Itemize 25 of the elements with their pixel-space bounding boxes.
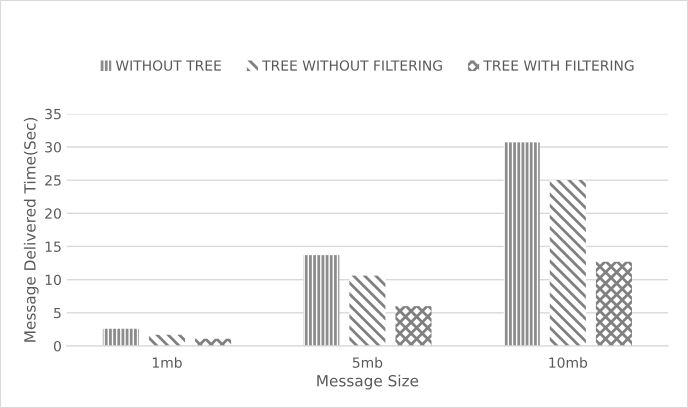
bar <box>195 338 232 346</box>
bar <box>395 306 432 346</box>
y-tick-label: 25 <box>45 175 61 186</box>
y-tick-label: 15 <box>46 242 61 252</box>
legend-label: TREE WITH FILTERING <box>483 60 634 71</box>
bar <box>303 255 340 346</box>
y-tick-label: 5 <box>54 308 61 318</box>
legend-label: TREE WITHOUT FILTERING <box>262 60 442 71</box>
y-tick-label: 0 <box>54 340 61 352</box>
bar <box>102 328 139 346</box>
legend-label: WITHOUT TREE <box>116 60 221 71</box>
bar <box>504 142 540 346</box>
x-tick-label: 5mb <box>352 357 382 368</box>
bar <box>349 276 386 346</box>
y-tick-label: 30 <box>45 142 61 152</box>
bar <box>550 180 586 346</box>
x-axis-title: Message Size <box>317 374 418 390</box>
y-tick-label: 35 <box>45 108 61 120</box>
bar <box>596 262 632 346</box>
y-tick-label: 20 <box>45 208 61 219</box>
x-tick-label: 1mb <box>152 357 182 368</box>
x-tick-label: 10mb <box>549 357 588 368</box>
y-axis-title: Message Delivered Time(Sec) <box>24 118 39 342</box>
bar <box>148 334 185 346</box>
y-tick-label: 10 <box>46 274 61 286</box>
